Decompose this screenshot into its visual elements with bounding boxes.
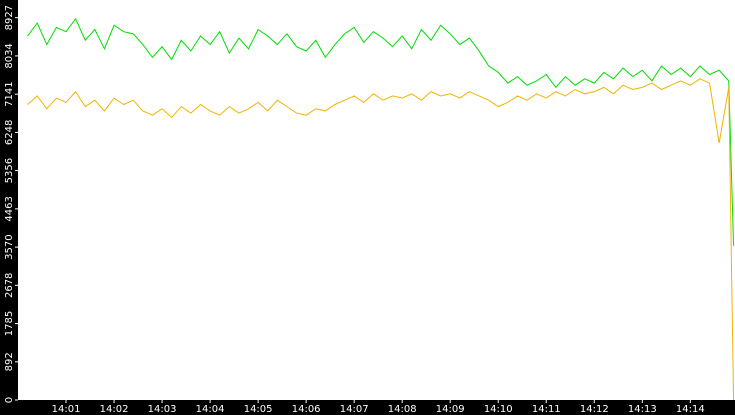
series-line [27,17,735,246]
x-tick-label: 14:10 [484,404,513,415]
x-tick-label: 14:12 [580,404,609,415]
y-tick-label: 6248 [4,120,15,145]
x-tick-label: 14:02 [100,404,129,415]
y-tick-label: 3570 [4,234,15,259]
x-tick-label: 14:03 [148,404,177,415]
x-tick-label: 14:05 [244,404,273,415]
x-tick-label: 14:04 [196,404,225,415]
y-tick-label: 4463 [4,196,15,221]
y-tick-label: 5356 [4,158,15,183]
x-tick-label: 14:13 [628,404,657,415]
series-line [27,78,735,401]
x-tick-label: 14:09 [436,404,465,415]
y-tick-label: 0 [4,397,15,403]
y-tick-label: 2678 [4,273,15,298]
x-tick-label: 14:01 [52,404,81,415]
y-tick-label: 8034 [4,43,15,68]
x-axis-band [0,400,735,415]
y-axis-band [0,0,18,415]
y-tick-label: 892 [4,352,15,371]
x-tick-label: 14:07 [340,404,369,415]
y-tick-label: 8927 [4,5,15,30]
x-tick-label: 14:08 [388,404,417,415]
y-tick-label: 1785 [4,311,15,336]
x-tick-label: 14:11 [532,404,561,415]
x-tick-label: 14:06 [292,404,321,415]
x-tick-label: 14:14 [676,404,705,415]
y-tick-label: 7141 [4,81,15,106]
